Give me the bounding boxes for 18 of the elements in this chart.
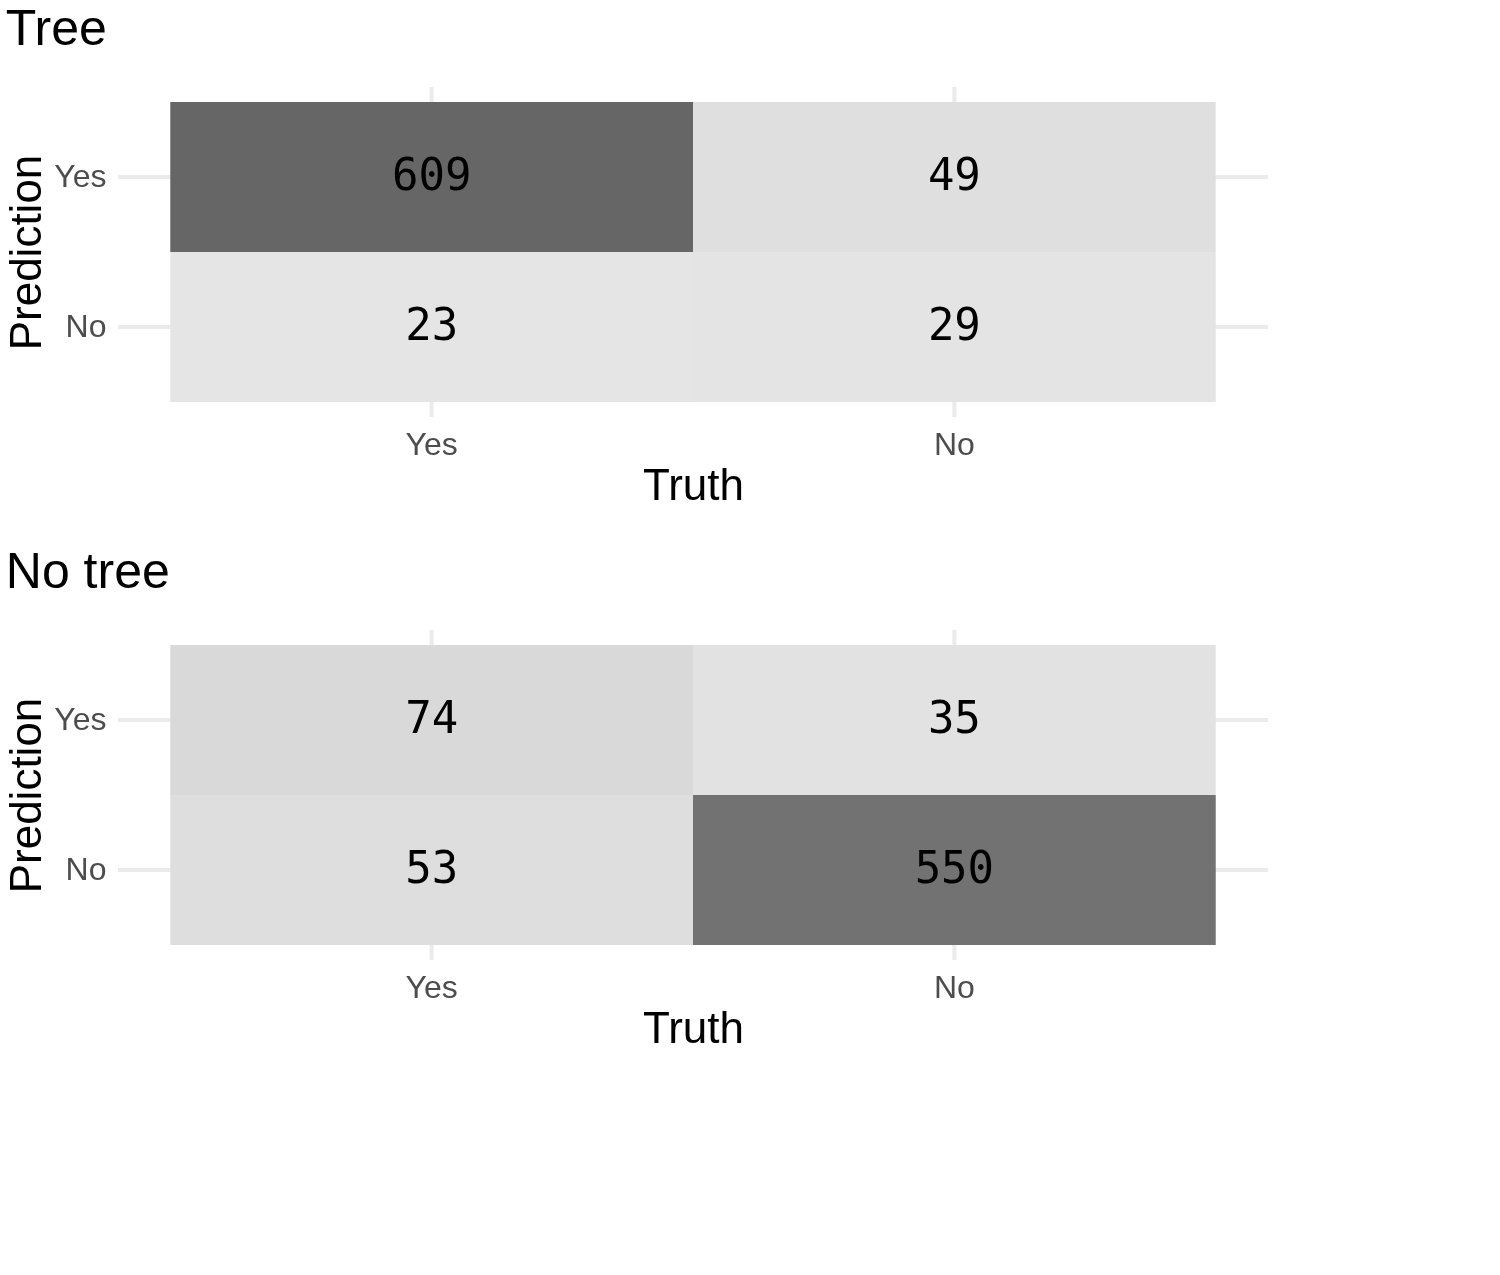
chart-title: No tree [5, 543, 170, 599]
y-axis-title: Prediction [1, 154, 51, 351]
y-tick-label: Yes [54, 158, 107, 194]
data-label: 23 [405, 299, 459, 350]
x-axis-title: Truth [642, 459, 745, 509]
y-tick-label: No [65, 851, 107, 887]
y-tick-label: Yes [54, 701, 107, 737]
data-label: 29 [927, 299, 981, 350]
data-label: 49 [927, 149, 981, 200]
data-label: 35 [927, 692, 981, 743]
x-axis-title: Truth [642, 1002, 745, 1052]
data-label: 74 [405, 692, 459, 743]
y-tick-label: No [65, 308, 107, 344]
data-label: 550 [914, 842, 995, 893]
chart-title: Tree [5, 0, 107, 56]
data-label: 53 [405, 842, 459, 893]
y-axis-title: Prediction [1, 697, 51, 894]
data-label: 609 [391, 149, 472, 200]
